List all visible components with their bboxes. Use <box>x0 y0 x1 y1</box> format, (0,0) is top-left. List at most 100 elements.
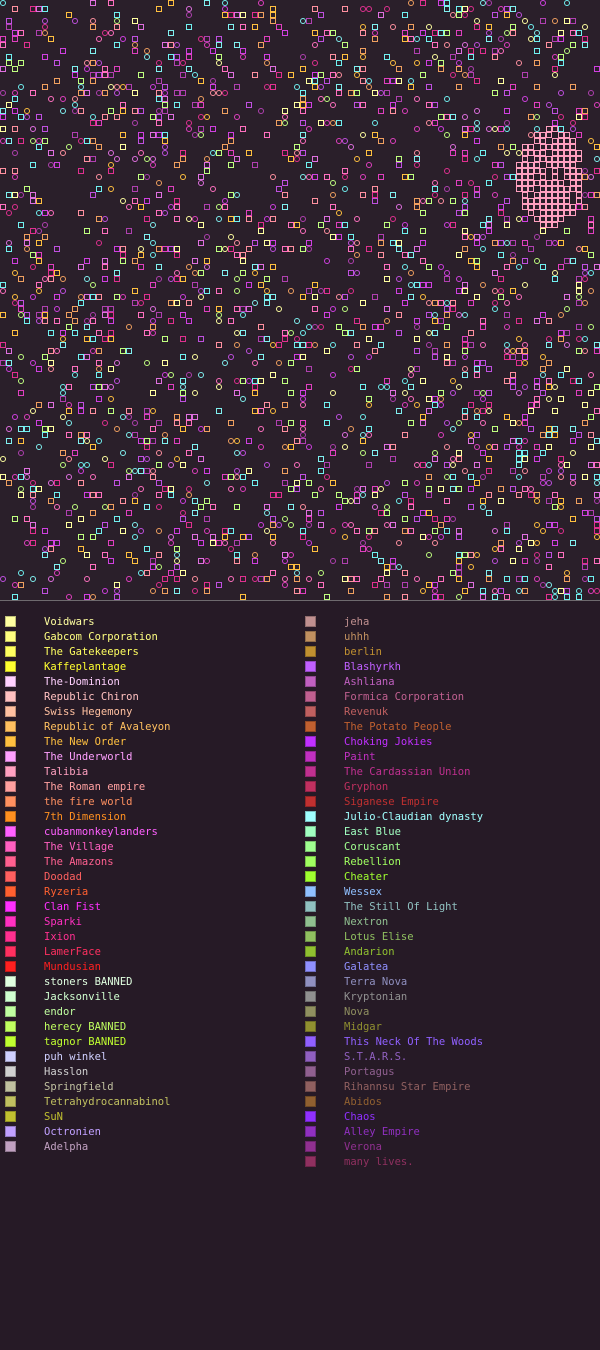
star-system[interactable] <box>294 480 300 486</box>
star-system[interactable] <box>102 276 108 282</box>
star-system[interactable] <box>522 534 528 540</box>
star-system[interactable] <box>192 132 198 138</box>
star-system[interactable] <box>402 390 408 396</box>
star-system[interactable] <box>48 96 54 102</box>
star-system[interactable] <box>264 300 270 306</box>
star-system[interactable] <box>546 396 552 402</box>
star-system[interactable] <box>48 366 54 372</box>
star-system[interactable] <box>474 186 480 192</box>
star-system[interactable] <box>420 588 426 594</box>
star-system[interactable] <box>306 246 312 252</box>
star-system[interactable] <box>234 84 240 90</box>
star-system[interactable] <box>372 36 378 42</box>
star-system[interactable] <box>228 150 234 156</box>
star-system[interactable] <box>414 402 420 408</box>
star-system[interactable] <box>558 198 564 204</box>
star-system[interactable] <box>456 486 462 492</box>
star-system[interactable] <box>132 156 138 162</box>
star-system[interactable] <box>534 558 540 564</box>
star-system[interactable] <box>270 246 276 252</box>
star-system[interactable] <box>462 210 468 216</box>
star-system[interactable] <box>462 588 468 594</box>
star-system[interactable] <box>372 120 378 126</box>
star-system[interactable] <box>510 468 516 474</box>
star-system[interactable] <box>168 570 174 576</box>
star-system[interactable] <box>444 0 450 6</box>
star-system[interactable] <box>492 306 498 312</box>
star-system[interactable] <box>192 588 198 594</box>
star-system[interactable] <box>588 192 594 198</box>
star-system[interactable] <box>384 522 390 528</box>
star-system[interactable] <box>18 222 24 228</box>
star-system[interactable] <box>294 588 300 594</box>
star-system[interactable] <box>36 228 42 234</box>
star-system[interactable] <box>558 330 564 336</box>
star-system[interactable] <box>552 180 558 186</box>
star-system[interactable] <box>486 366 492 372</box>
star-system[interactable] <box>576 114 582 120</box>
star-system[interactable] <box>528 24 534 30</box>
star-system[interactable] <box>156 6 162 12</box>
star-system[interactable] <box>318 120 324 126</box>
star-system[interactable] <box>456 534 462 540</box>
star-system[interactable] <box>426 408 432 414</box>
star-system[interactable] <box>300 102 306 108</box>
star-system[interactable] <box>576 288 582 294</box>
star-system[interactable] <box>522 18 528 24</box>
star-system[interactable] <box>90 564 96 570</box>
star-system[interactable] <box>276 72 282 78</box>
star-system[interactable] <box>150 282 156 288</box>
star-system[interactable] <box>444 498 450 504</box>
star-system[interactable] <box>186 486 192 492</box>
star-system[interactable] <box>96 384 102 390</box>
star-system[interactable] <box>180 90 186 96</box>
star-system[interactable] <box>324 216 330 222</box>
star-system[interactable] <box>384 54 390 60</box>
star-system[interactable] <box>270 516 276 522</box>
star-system[interactable] <box>0 282 6 288</box>
star-system[interactable] <box>66 594 72 600</box>
star-system[interactable] <box>156 180 162 186</box>
star-system[interactable] <box>270 84 276 90</box>
star-system[interactable] <box>216 36 222 42</box>
star-system[interactable] <box>420 510 426 516</box>
star-system[interactable] <box>18 390 24 396</box>
star-system[interactable] <box>12 66 18 72</box>
star-system[interactable] <box>576 132 582 138</box>
star-system[interactable] <box>258 426 264 432</box>
star-system[interactable] <box>102 336 108 342</box>
star-system[interactable] <box>468 486 474 492</box>
star-system[interactable] <box>144 234 150 240</box>
star-system[interactable] <box>312 30 318 36</box>
star-system[interactable] <box>48 576 54 582</box>
star-system[interactable] <box>210 540 216 546</box>
star-system[interactable] <box>300 216 306 222</box>
star-system[interactable] <box>360 132 366 138</box>
star-system[interactable] <box>360 492 366 498</box>
star-system[interactable] <box>588 216 594 222</box>
star-system[interactable] <box>156 246 162 252</box>
star-system[interactable] <box>228 246 234 252</box>
star-system[interactable] <box>474 264 480 270</box>
star-system[interactable] <box>486 126 492 132</box>
star-system[interactable] <box>498 588 504 594</box>
star-system[interactable] <box>300 402 306 408</box>
star-system[interactable] <box>570 156 576 162</box>
star-system[interactable] <box>498 210 504 216</box>
star-system[interactable] <box>504 240 510 246</box>
star-system[interactable] <box>234 192 240 198</box>
star-system[interactable] <box>390 564 396 570</box>
star-system[interactable] <box>510 420 516 426</box>
star-system[interactable] <box>522 588 528 594</box>
star-system[interactable] <box>558 210 564 216</box>
star-system[interactable] <box>462 234 468 240</box>
star-system[interactable] <box>156 132 162 138</box>
star-system[interactable] <box>6 360 12 366</box>
star-system[interactable] <box>210 534 216 540</box>
star-system[interactable] <box>552 276 558 282</box>
star-system[interactable] <box>192 468 198 474</box>
star-system[interactable] <box>204 288 210 294</box>
star-system[interactable] <box>306 102 312 108</box>
star-system[interactable] <box>174 564 180 570</box>
star-system[interactable] <box>270 240 276 246</box>
